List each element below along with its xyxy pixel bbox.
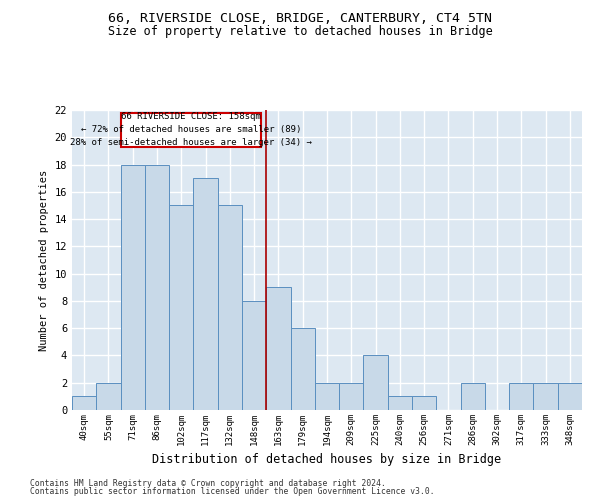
Text: 66 RIVERSIDE CLOSE: 158sqm
← 72% of detached houses are smaller (89)
28% of semi: 66 RIVERSIDE CLOSE: 158sqm ← 72% of deta… xyxy=(70,112,312,148)
Text: Size of property relative to detached houses in Bridge: Size of property relative to detached ho… xyxy=(107,25,493,38)
Bar xyxy=(266,288,290,410)
Bar xyxy=(96,382,121,410)
Text: Contains HM Land Registry data © Crown copyright and database right 2024.: Contains HM Land Registry data © Crown c… xyxy=(30,478,386,488)
Bar xyxy=(169,206,193,410)
Bar xyxy=(290,328,315,410)
Bar xyxy=(558,382,582,410)
Bar xyxy=(242,301,266,410)
FancyBboxPatch shape xyxy=(121,112,262,147)
Bar xyxy=(388,396,412,410)
Bar xyxy=(218,206,242,410)
Bar xyxy=(461,382,485,410)
Bar xyxy=(533,382,558,410)
Bar xyxy=(339,382,364,410)
Y-axis label: Number of detached properties: Number of detached properties xyxy=(39,170,49,350)
Bar xyxy=(315,382,339,410)
Text: Contains public sector information licensed under the Open Government Licence v3: Contains public sector information licen… xyxy=(30,487,434,496)
Bar xyxy=(193,178,218,410)
Bar xyxy=(509,382,533,410)
Text: 66, RIVERSIDE CLOSE, BRIDGE, CANTERBURY, CT4 5TN: 66, RIVERSIDE CLOSE, BRIDGE, CANTERBURY,… xyxy=(108,12,492,26)
Bar xyxy=(412,396,436,410)
Bar xyxy=(121,164,145,410)
Bar xyxy=(145,164,169,410)
Bar xyxy=(364,356,388,410)
Bar xyxy=(72,396,96,410)
X-axis label: Distribution of detached houses by size in Bridge: Distribution of detached houses by size … xyxy=(152,454,502,466)
